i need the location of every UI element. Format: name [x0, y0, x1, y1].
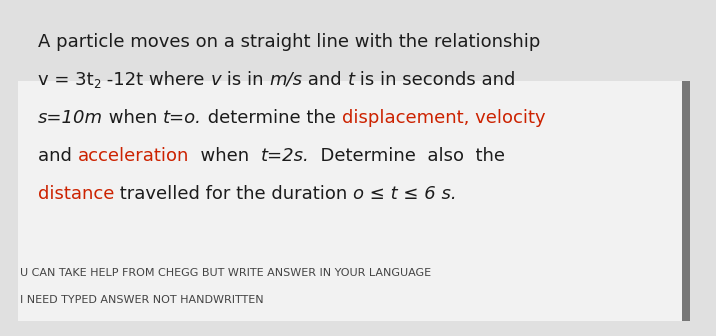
Text: t=2s.: t=2s.: [261, 147, 309, 165]
Text: Determine  also  the: Determine also the: [309, 147, 505, 165]
Text: I NEED TYPED ANSWER NOT HANDWRITTEN: I NEED TYPED ANSWER NOT HANDWRITTEN: [20, 295, 263, 305]
Text: A particle moves on a straight line with the relationship: A particle moves on a straight line with…: [38, 33, 541, 51]
Text: acceleration: acceleration: [77, 147, 189, 165]
Text: t=o.: t=o.: [163, 109, 202, 127]
Text: m/s: m/s: [269, 71, 302, 89]
Text: v = 3t: v = 3t: [38, 71, 94, 89]
Text: travelled for the duration: travelled for the duration: [115, 185, 354, 203]
Text: when: when: [189, 147, 261, 165]
Text: t: t: [347, 71, 354, 89]
Text: and: and: [38, 147, 77, 165]
Text: is in seconds and: is in seconds and: [354, 71, 516, 89]
Text: and: and: [302, 71, 347, 89]
Text: 2: 2: [94, 78, 101, 91]
Text: determine the: determine the: [202, 109, 342, 127]
Text: displacement, velocity: displacement, velocity: [342, 109, 546, 127]
Text: U CAN TAKE HELP FROM CHEGG BUT WRITE ANSWER IN YOUR LANGUAGE: U CAN TAKE HELP FROM CHEGG BUT WRITE ANS…: [20, 268, 431, 278]
Text: v: v: [211, 71, 221, 89]
Bar: [682, 81, 690, 321]
Text: when: when: [103, 109, 163, 127]
Text: distance: distance: [38, 185, 115, 203]
Text: is in: is in: [221, 71, 269, 89]
Text: o ≤ t ≤ 6 s.: o ≤ t ≤ 6 s.: [354, 185, 457, 203]
Bar: [18, 81, 690, 321]
Text: s=10m: s=10m: [38, 109, 103, 127]
Text: -12t where: -12t where: [101, 71, 211, 89]
